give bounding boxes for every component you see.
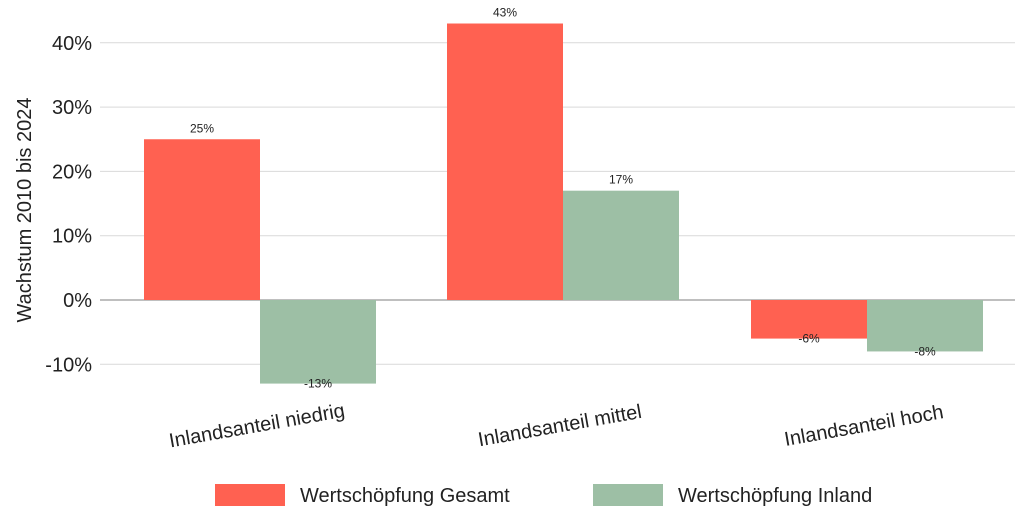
bar-inland	[260, 300, 376, 384]
x-category-label: Inlandsanteil hoch	[783, 401, 946, 451]
legend-swatch	[215, 484, 285, 506]
bar-gesamt	[447, 23, 563, 300]
x-category-label: Inlandsanteil niedrig	[167, 400, 346, 453]
bar-gesamt	[751, 300, 867, 339]
bar-inland	[867, 300, 983, 352]
data-label: -6%	[798, 332, 820, 346]
legend-label: Wertschöpfung Gesamt	[300, 485, 510, 507]
y-tick-label: 20%	[52, 161, 92, 183]
y-tick-label: 40%	[52, 33, 92, 55]
data-label: 17%	[609, 173, 633, 187]
data-label: 25%	[190, 121, 214, 135]
y-axis-title: Wachstum 2010 bis 2024	[14, 98, 36, 323]
bar-gesamt	[144, 139, 260, 300]
y-tick-label: 30%	[52, 97, 92, 119]
x-category-label: Inlandsanteil mittel	[476, 401, 643, 451]
x-axis-categories: Inlandsanteil niedrig Inlandsanteil mitte…	[167, 400, 945, 453]
data-label: 43%	[493, 6, 517, 20]
legend-swatch	[593, 484, 663, 506]
data-label: -13%	[304, 377, 332, 391]
legend-label: Wertschöpfung Inland	[678, 485, 872, 507]
y-tick-label: 10%	[52, 226, 92, 248]
bar-inland	[563, 190, 679, 300]
data-label: -8%	[914, 344, 936, 358]
y-tick-label: -10%	[45, 354, 92, 376]
y-axis-ticks: -10% 0% 10% 20% 30% 40%	[45, 33, 92, 376]
y-tick-label: 0%	[63, 290, 92, 312]
legend: Wertschöpfung Gesamt Wertschöpfung Inland	[215, 484, 872, 507]
bars	[144, 23, 983, 384]
data-labels: 25% 43% -6% -13% 17% -8%	[190, 6, 936, 391]
